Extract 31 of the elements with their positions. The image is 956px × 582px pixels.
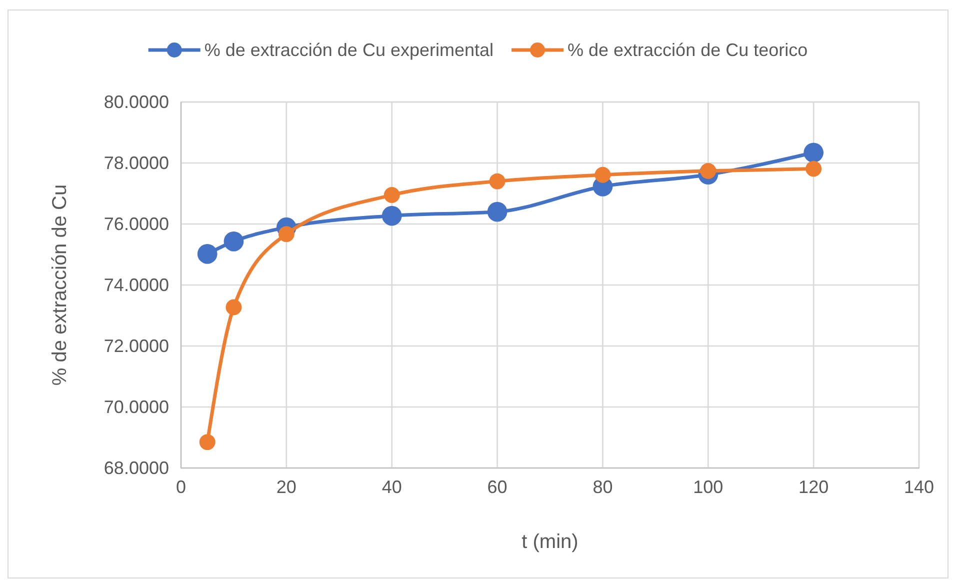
y-tick-label: 78.0000	[104, 152, 169, 173]
y-axis-title: % de extracción de Cu	[49, 184, 71, 386]
point	[224, 231, 244, 252]
x-tick-label: 60	[487, 476, 508, 497]
point	[806, 160, 822, 177]
legend-label: % de extracción de Cu experimental	[204, 40, 494, 60]
x-tick-label: 20	[276, 476, 296, 497]
point	[487, 202, 508, 222]
legend-label: % de extracción de Cu teorico	[568, 40, 808, 60]
point	[278, 226, 294, 242]
point	[199, 434, 216, 450]
x-tick-label: 80	[592, 476, 613, 497]
point	[489, 173, 506, 190]
x-tick-label: 120	[798, 476, 829, 497]
x-axis-title: t (min)	[522, 531, 578, 553]
y-tick-label: 70.0000	[104, 396, 169, 417]
point	[197, 244, 218, 264]
point	[594, 166, 611, 183]
x-tick-label: 0	[176, 476, 186, 497]
x-tick-label: 40	[382, 476, 402, 497]
y-tick-label: 68.0000	[104, 458, 169, 478]
y-tick-label: 80.0000	[104, 92, 169, 112]
y-tick-label: 74.0000	[104, 274, 169, 295]
x-tick-label: 140	[904, 476, 934, 497]
point	[384, 187, 400, 203]
y-tick-label: 76.0000	[104, 214, 169, 234]
point	[804, 142, 824, 163]
x-tick-label: 100	[693, 476, 724, 497]
point	[382, 206, 402, 226]
y-tick-label: 72.0000	[104, 336, 169, 356]
point	[226, 299, 242, 316]
